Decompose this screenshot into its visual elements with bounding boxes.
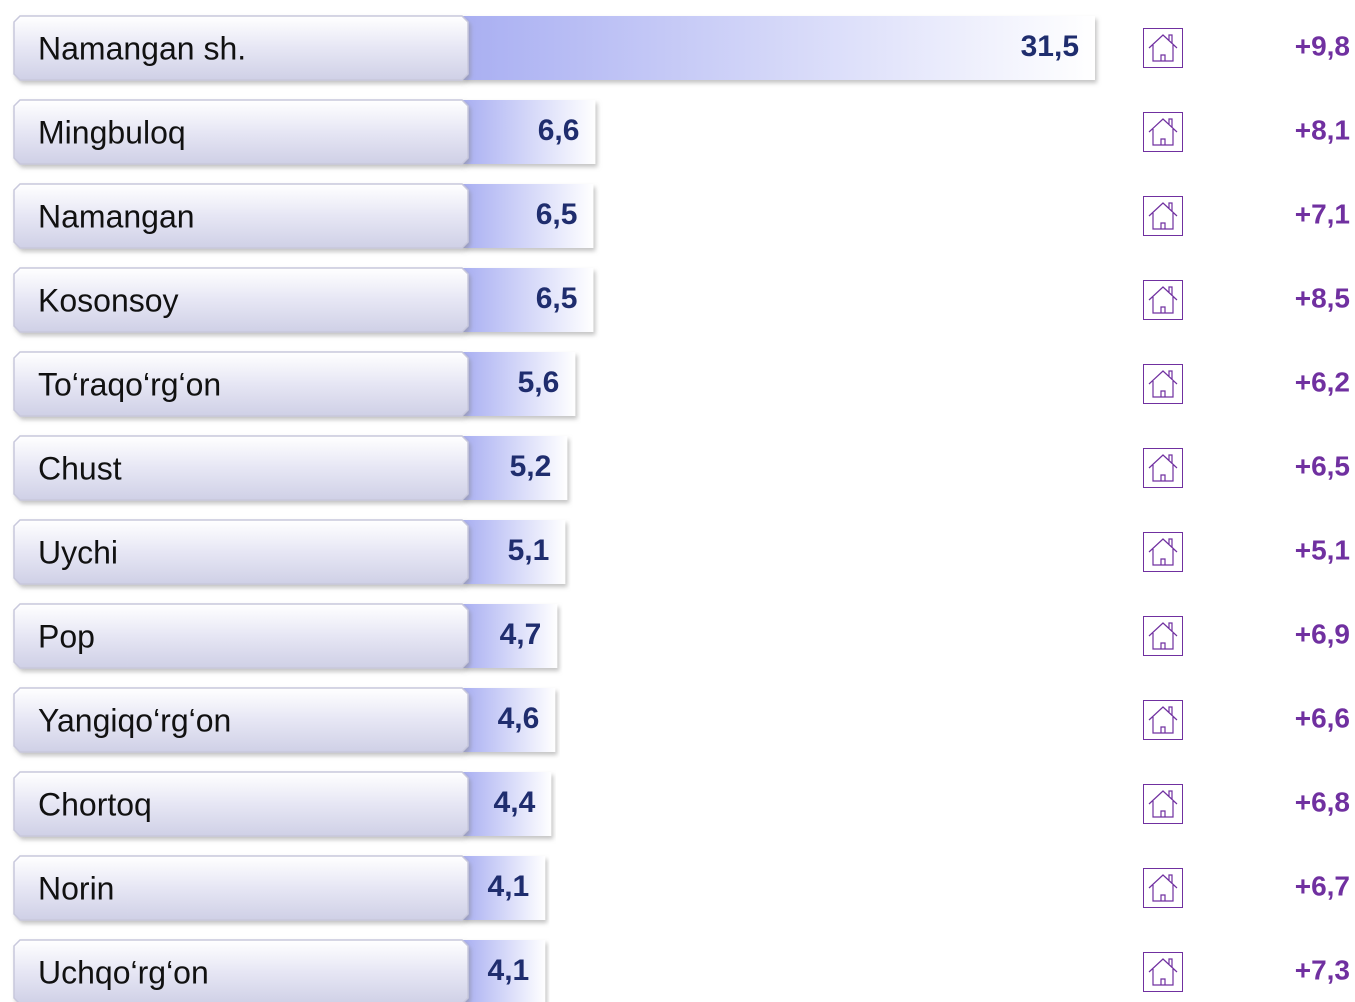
- house-icon: [1143, 280, 1183, 320]
- label-box: [13, 771, 469, 837]
- bar: [463, 268, 594, 332]
- growth-label: +8,5: [1295, 282, 1350, 313]
- label-box: [13, 267, 469, 333]
- house-icon: [1143, 448, 1183, 488]
- value-label: 5,1: [508, 534, 550, 567]
- label-box: [13, 435, 469, 501]
- category-label: Pop: [38, 618, 95, 654]
- value-label: 31,5: [1021, 30, 1079, 63]
- house-icon: [1143, 868, 1183, 908]
- value-label: 6,5: [536, 198, 578, 231]
- value-label: 6,5: [536, 282, 578, 315]
- bar: [463, 352, 576, 416]
- growth-label: +6,7: [1295, 870, 1350, 901]
- value-label: 4,4: [494, 786, 536, 819]
- label-box: [13, 351, 469, 417]
- house-icon: [1143, 112, 1183, 152]
- growth-label: +9,8: [1295, 30, 1350, 61]
- bar: [463, 604, 558, 668]
- value-label: 4,7: [500, 618, 542, 651]
- bar: [463, 688, 556, 752]
- label-box: [13, 519, 469, 585]
- value-label: 6,6: [538, 114, 580, 147]
- bar: [463, 436, 568, 500]
- growth-label: +6,5: [1295, 450, 1350, 481]
- growth-label: +7,1: [1295, 198, 1350, 229]
- label-box: [13, 939, 469, 1002]
- bar: [463, 100, 596, 164]
- house-icon: [1143, 532, 1183, 572]
- house-icon: [1143, 700, 1183, 740]
- bar: [463, 940, 546, 1002]
- category-label: Chust: [38, 450, 122, 486]
- growth-label: +5,1: [1295, 534, 1350, 565]
- category-label: To‘raqo‘rg‘on: [38, 366, 221, 402]
- category-label: Mingbuloq: [38, 114, 186, 150]
- bar: [463, 856, 546, 920]
- label-box: [13, 687, 469, 753]
- house-icon: [1143, 952, 1183, 992]
- category-label: Chortoq: [38, 786, 152, 822]
- category-label: Namangan: [38, 198, 195, 234]
- category-label: Uychi: [38, 534, 118, 570]
- house-icon: [1143, 196, 1183, 236]
- growth-label: +8,1: [1295, 114, 1350, 145]
- value-label: 5,2: [510, 450, 552, 483]
- house-icon: [1143, 784, 1183, 824]
- value-label: 4,1: [488, 870, 530, 903]
- growth-label: +6,6: [1295, 702, 1350, 733]
- growth-label: +6,9: [1295, 618, 1350, 649]
- category-label: Kosonsoy: [38, 282, 179, 318]
- label-box: [13, 855, 469, 921]
- house-icon: [1143, 28, 1183, 68]
- label-box: [13, 183, 469, 249]
- label-box: [13, 99, 469, 165]
- bar: [463, 520, 566, 584]
- category-label: Uchqo‘rg‘on: [38, 954, 209, 990]
- value-label: 4,1: [488, 954, 530, 987]
- value-label: 5,6: [518, 366, 560, 399]
- bar: [463, 772, 552, 836]
- growth-label: +6,8: [1295, 786, 1350, 817]
- category-label: Yangiqo‘rg‘on: [38, 702, 231, 738]
- value-label: 4,6: [498, 702, 540, 735]
- category-label: Namangan sh.: [38, 30, 246, 66]
- label-box: [13, 15, 469, 81]
- growth-label: +6,2: [1295, 366, 1350, 397]
- bar: [463, 16, 1095, 80]
- house-icon: [1143, 364, 1183, 404]
- growth-label: +7,3: [1295, 954, 1350, 985]
- label-box: [13, 603, 469, 669]
- bar: [463, 184, 594, 248]
- house-icon: [1143, 616, 1183, 656]
- category-label: Norin: [38, 870, 114, 906]
